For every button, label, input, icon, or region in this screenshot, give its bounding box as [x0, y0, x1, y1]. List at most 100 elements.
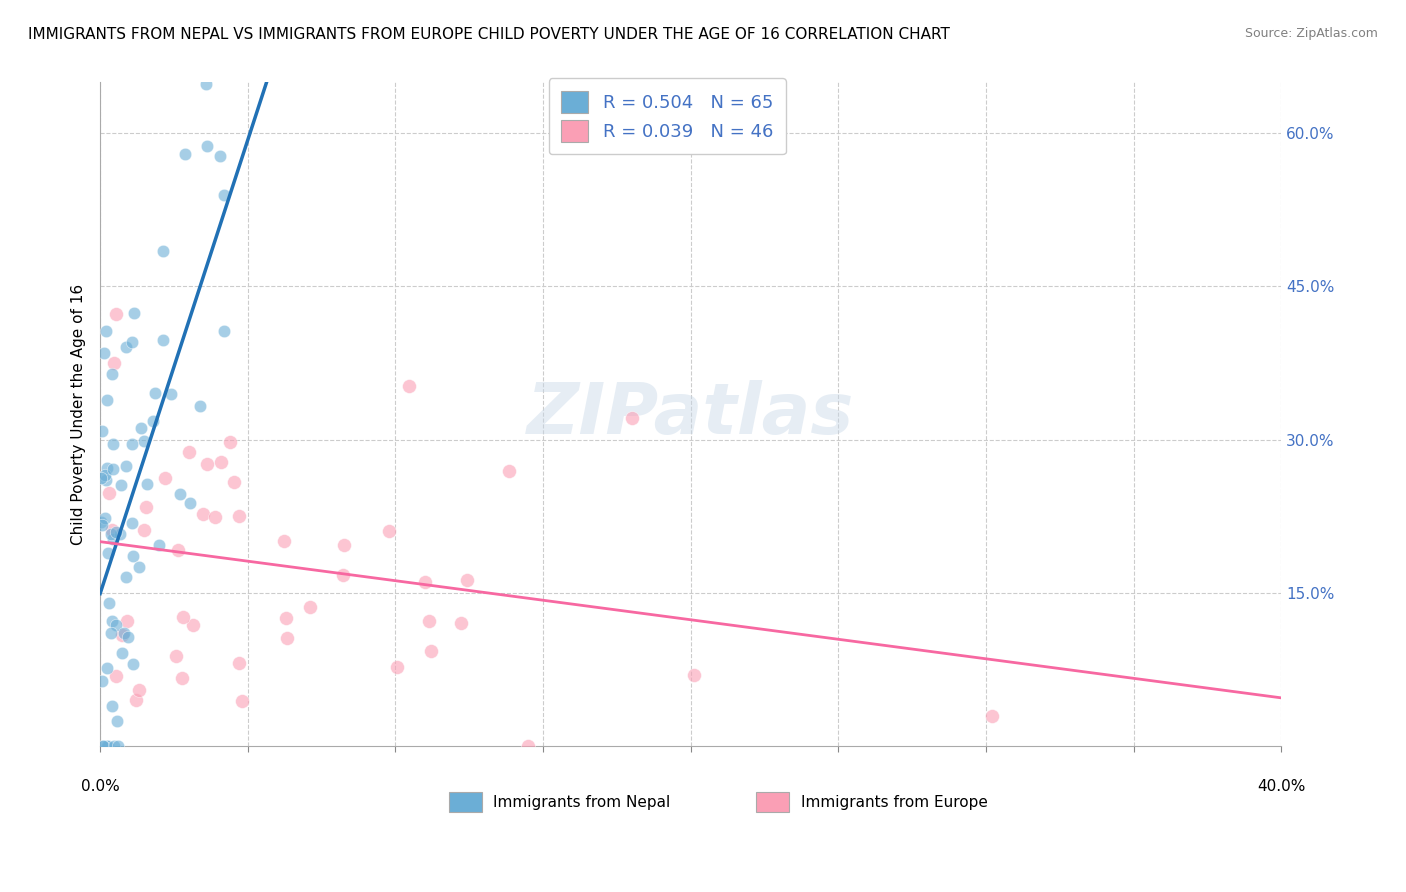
Point — [101, 523, 124, 537]
Point — [96, 461, 118, 475]
Point — [204, 510, 226, 524]
Point — [142, 414, 165, 428]
Point — [101, 532, 124, 546]
Text: Immigrants from Nepal: Immigrants from Nepal — [494, 795, 671, 810]
Point — [219, 434, 242, 449]
Point — [94, 468, 117, 483]
Point — [683, 667, 706, 681]
Text: 40.0%: 40.0% — [1257, 779, 1306, 794]
Point — [152, 244, 174, 258]
Point — [100, 626, 122, 640]
Point — [91, 673, 114, 688]
Point — [228, 656, 250, 670]
Point — [105, 714, 128, 728]
Point — [191, 507, 214, 521]
Point — [90, 515, 112, 529]
Point — [97, 596, 120, 610]
Point — [128, 560, 150, 574]
Point — [153, 471, 176, 485]
Point — [115, 615, 138, 629]
Point — [94, 473, 117, 487]
Point — [231, 694, 253, 708]
Point — [105, 668, 128, 682]
Point — [273, 534, 295, 549]
Point — [177, 444, 200, 458]
Point — [97, 485, 120, 500]
Point — [420, 644, 443, 658]
Point — [980, 709, 1002, 723]
Point — [103, 739, 125, 753]
Point — [91, 739, 114, 753]
Point — [222, 475, 245, 490]
Point — [170, 671, 193, 685]
Point — [418, 614, 440, 628]
Point — [179, 495, 201, 509]
Point — [183, 618, 205, 632]
Point — [378, 524, 401, 538]
Point — [94, 324, 117, 338]
Point — [276, 631, 298, 645]
Text: Source: ZipAtlas.com: Source: ZipAtlas.com — [1244, 27, 1378, 40]
Point — [398, 379, 420, 393]
Point — [195, 457, 218, 471]
Point — [103, 356, 125, 370]
Text: IMMIGRANTS FROM NEPAL VS IMMIGRANTS FROM EUROPE CHILD POVERTY UNDER THE AGE OF 1: IMMIGRANTS FROM NEPAL VS IMMIGRANTS FROM… — [28, 27, 950, 42]
Point — [103, 462, 125, 476]
Point — [160, 387, 183, 401]
Point — [456, 574, 478, 588]
Point — [104, 307, 127, 321]
Point — [101, 368, 124, 382]
Point — [214, 324, 236, 338]
Point — [385, 660, 408, 674]
Point — [115, 458, 138, 473]
Legend: R = 0.504   N = 65, R = 0.039   N = 46: R = 0.504 N = 65, R = 0.039 N = 46 — [548, 78, 786, 154]
Text: 0.0%: 0.0% — [80, 779, 120, 794]
Point — [96, 660, 118, 674]
Point — [97, 546, 120, 560]
Y-axis label: Child Poverty Under the Age of 16: Child Poverty Under the Age of 16 — [72, 284, 86, 545]
Point — [413, 574, 436, 589]
Point — [115, 570, 138, 584]
Point — [121, 436, 143, 450]
Point — [93, 345, 115, 359]
Point — [332, 568, 354, 582]
Point — [135, 500, 157, 514]
Point — [152, 333, 174, 347]
Point — [143, 385, 166, 400]
Point — [174, 146, 197, 161]
Text: ZIPatlas: ZIPatlas — [527, 379, 855, 449]
FancyBboxPatch shape — [449, 792, 482, 813]
Point — [93, 739, 115, 753]
Point — [111, 646, 134, 660]
Point — [128, 682, 150, 697]
Point — [101, 698, 124, 713]
Point — [105, 617, 128, 632]
Point — [333, 538, 356, 552]
Point — [165, 649, 187, 664]
Point — [124, 693, 146, 707]
Point — [100, 527, 122, 541]
Point — [228, 508, 250, 523]
Point — [129, 420, 152, 434]
Point — [114, 339, 136, 353]
Point — [517, 739, 540, 753]
Point — [112, 625, 135, 640]
Point — [110, 478, 132, 492]
Point — [101, 437, 124, 451]
Point — [121, 549, 143, 564]
Point — [90, 424, 112, 438]
Point — [104, 524, 127, 539]
Point — [121, 516, 143, 531]
Point — [450, 615, 472, 630]
Point — [117, 630, 139, 644]
Point — [107, 739, 129, 753]
Point — [169, 487, 191, 501]
Point — [148, 538, 170, 552]
Point — [132, 523, 155, 537]
Point — [135, 476, 157, 491]
Point — [212, 187, 235, 202]
Point — [298, 599, 321, 614]
Point — [209, 455, 232, 469]
Point — [621, 411, 644, 425]
Point — [90, 471, 112, 485]
